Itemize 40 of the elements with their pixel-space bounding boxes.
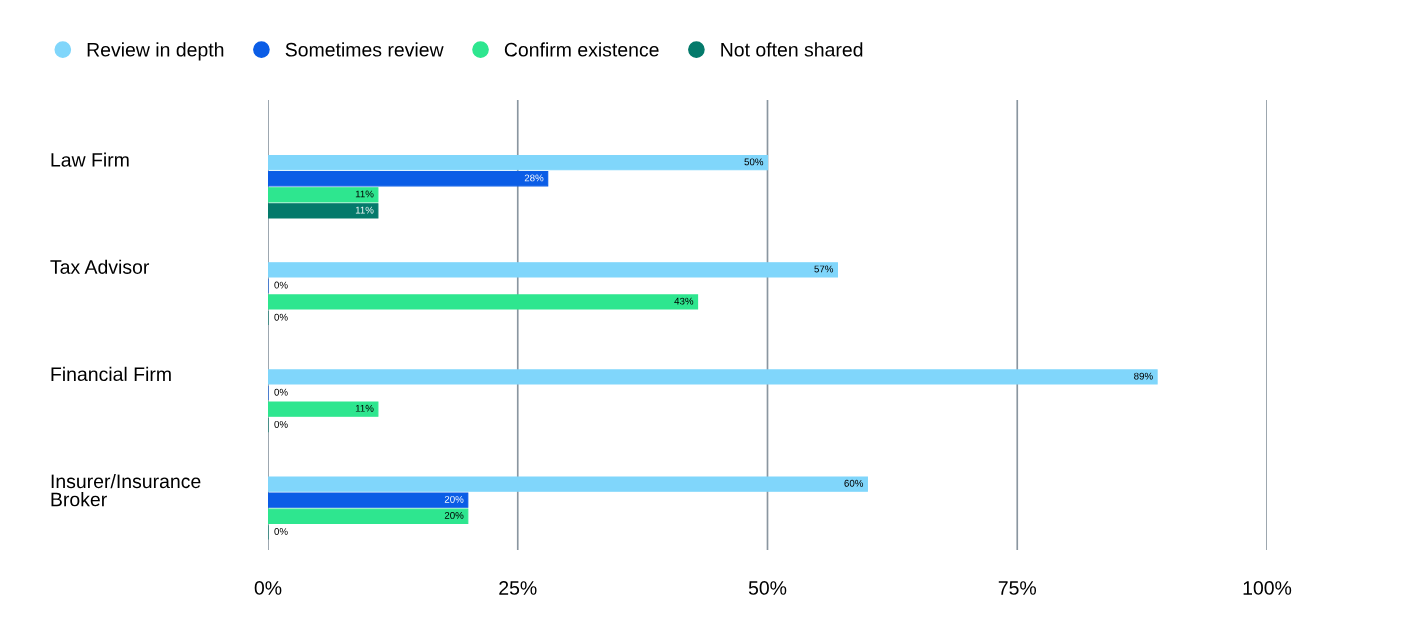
x-tick-label: 50% <box>748 581 787 595</box>
y-tick-label: Law Firm <box>51 152 129 167</box>
x-tick-label: 0% <box>254 581 282 595</box>
bar <box>268 492 469 508</box>
legend-label: Review in depth <box>87 42 224 61</box>
data-label: 0% <box>274 420 288 428</box>
bar <box>268 155 769 171</box>
y-tick-label: Tax Advisor <box>50 259 150 274</box>
data-label: 11% <box>355 206 374 214</box>
data-label: 60% <box>844 479 864 487</box>
data-label: 28% <box>524 174 544 182</box>
y-tick-label: Insurer/Insurance Broker <box>51 473 201 507</box>
legend-label: Sometimes review <box>285 42 444 57</box>
bar <box>268 262 838 278</box>
bar <box>268 369 1158 385</box>
legend-label: Not often shared <box>721 42 863 57</box>
data-label: 0% <box>274 313 288 321</box>
bar <box>268 476 868 492</box>
data-label: 11% <box>355 404 374 412</box>
x-tick-label: 100% <box>1243 581 1292 595</box>
bar <box>268 294 699 310</box>
y-tick-label: Financial Firm <box>51 366 171 382</box>
bar <box>268 508 469 524</box>
data-label: 50% <box>744 158 764 166</box>
legend-label: Confirm existence <box>504 42 659 57</box>
bar <box>268 171 549 187</box>
data-label: 11% <box>355 190 374 198</box>
bar <box>268 187 379 203</box>
data-label: 20% <box>444 495 464 503</box>
x-tick-label: 75% <box>998 581 1037 595</box>
data-label: 20% <box>444 511 464 519</box>
data-label: 0% <box>274 388 288 396</box>
x-tick-label: 25% <box>499 581 537 595</box>
data-label: 0% <box>274 528 288 535</box>
data-label: 89% <box>1134 372 1153 380</box>
data-label: 0% <box>274 281 288 289</box>
bar <box>268 401 379 417</box>
bar <box>268 203 379 219</box>
data-label: 43% <box>674 297 694 305</box>
data-label: 57% <box>814 265 834 273</box>
